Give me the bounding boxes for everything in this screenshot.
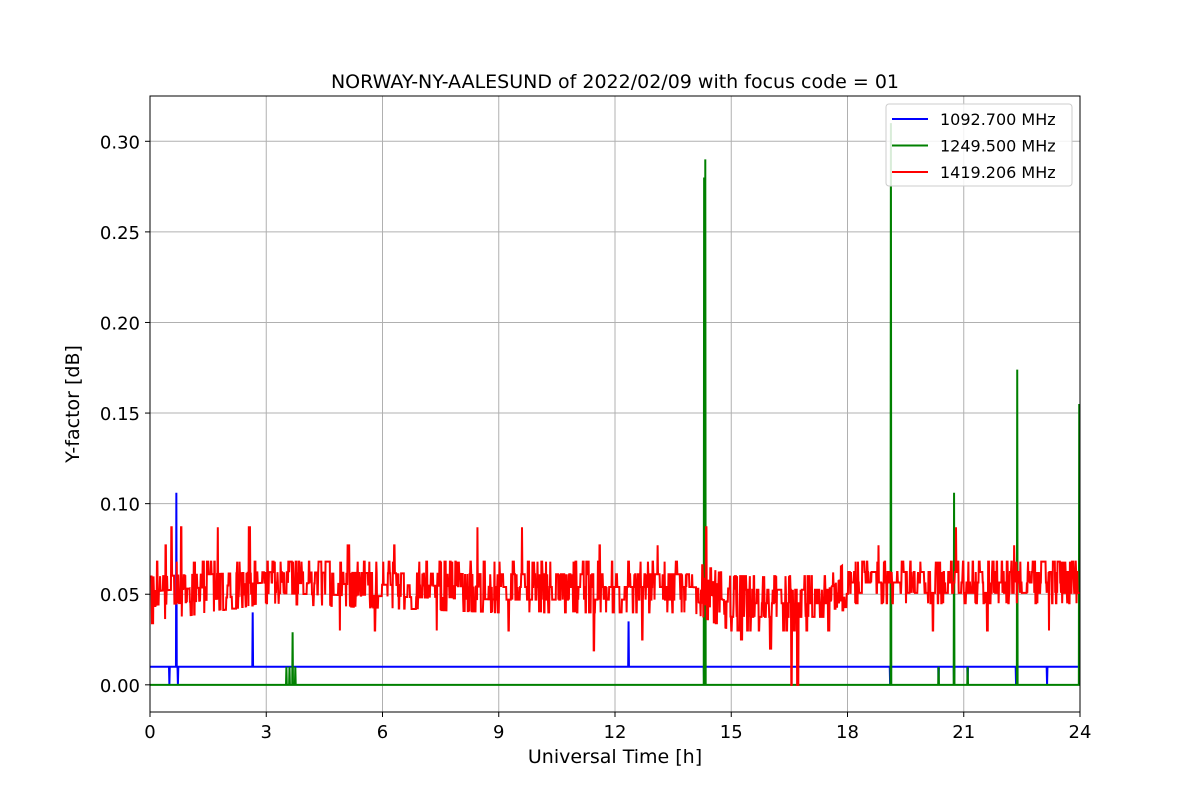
legend-label-3: 1419.206 MHz bbox=[940, 163, 1056, 182]
x-axis-label: Universal Time [h] bbox=[528, 746, 702, 768]
x-tick-label: 0 bbox=[144, 722, 155, 743]
legend: 1092.700 MHz 1249.500 MHz 1419.206 MHz bbox=[885, 103, 1073, 187]
x-tick-label: 3 bbox=[261, 722, 272, 743]
y-tick-label: 0.15 bbox=[100, 404, 140, 425]
y-tick-label: 0.25 bbox=[100, 223, 140, 244]
chart-title: NORWAY-NY-AALESUND of 2022/02/09 with fo… bbox=[331, 71, 899, 93]
legend-label-1: 1092.700 MHz bbox=[940, 110, 1056, 129]
x-tick-label: 6 bbox=[377, 722, 388, 743]
y-tick-label: 0.00 bbox=[100, 676, 140, 697]
x-tick-label: 24 bbox=[1069, 722, 1092, 743]
x-tick-label: 9 bbox=[493, 722, 504, 743]
legend-label-2: 1249.500 MHz bbox=[940, 137, 1056, 156]
series-line-3 bbox=[150, 526, 1080, 686]
legend-box bbox=[885, 103, 1073, 187]
x-tick-label: 21 bbox=[952, 722, 975, 743]
y-tick-label: 0.10 bbox=[100, 495, 140, 516]
y-axis-label: Y-factor [dB] bbox=[62, 345, 84, 464]
x-tick-label: 15 bbox=[720, 722, 743, 743]
x-tick-label: 12 bbox=[604, 722, 627, 743]
series-layer bbox=[150, 123, 1080, 686]
x-tick-label: 18 bbox=[836, 722, 859, 743]
grid bbox=[149, 96, 1081, 712]
y-tick-label: 0.05 bbox=[100, 585, 140, 606]
y-tick-label: 0.20 bbox=[100, 313, 140, 334]
axis-ticks: 0 3 6 9 12 15 18 21 24 0.00 0.05 0.10 0.15 0.20 0.25 0.… bbox=[100, 132, 1092, 743]
y-tick-label: 0.30 bbox=[100, 132, 140, 153]
